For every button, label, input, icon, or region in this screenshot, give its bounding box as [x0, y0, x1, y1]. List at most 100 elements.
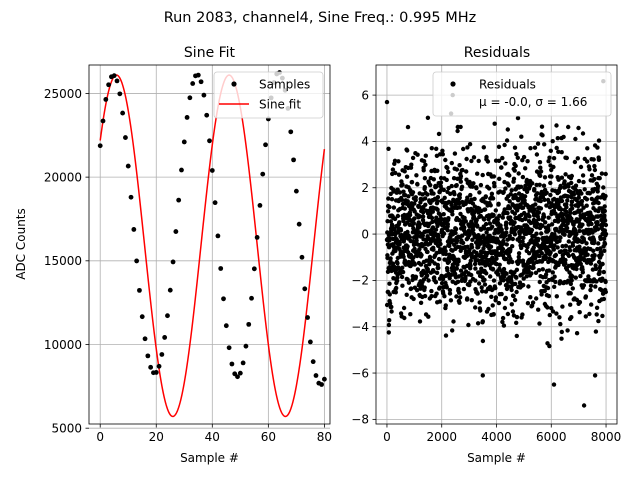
sine-fit-plot-area — [97, 70, 327, 418]
residual-point — [440, 152, 445, 157]
residual-point — [579, 199, 585, 204]
residual-point — [491, 312, 496, 317]
residual-point — [395, 261, 400, 266]
sample-point — [249, 295, 254, 301]
residual-point — [504, 220, 509, 225]
residual-point — [415, 182, 420, 187]
residual-point — [503, 186, 508, 191]
residual-point — [481, 145, 486, 150]
residual-point — [490, 266, 496, 272]
residual-point — [558, 183, 563, 189]
residual-point — [422, 293, 428, 299]
sample-point — [288, 129, 294, 135]
residuals-axes-frame — [375, 64, 618, 425]
residual-point — [579, 191, 584, 196]
residual-point — [464, 177, 469, 182]
residual-point — [580, 173, 586, 178]
residual-point — [411, 226, 416, 231]
residual-point — [434, 291, 439, 296]
residual-point — [537, 253, 542, 259]
residual-point — [431, 269, 436, 274]
residual-point — [445, 222, 450, 227]
residual-point — [493, 295, 499, 300]
residuals-xtick-label: 4000 — [481, 430, 512, 444]
residual-point — [406, 280, 412, 285]
residual-point — [405, 124, 411, 130]
residual-point — [467, 142, 473, 147]
sample-point — [117, 91, 123, 97]
sample-point — [237, 370, 243, 376]
residual-point — [501, 278, 506, 283]
residual-point — [445, 228, 450, 233]
residuals-ytick-label: −2 — [351, 274, 369, 288]
residual-point — [596, 259, 602, 265]
residual-point — [585, 146, 590, 151]
residual-point — [450, 238, 456, 243]
residual-point — [599, 252, 604, 257]
residual-point — [500, 319, 505, 325]
residual-point — [444, 285, 449, 290]
sample-point — [148, 364, 154, 370]
sample-point — [221, 296, 226, 302]
sample-point — [181, 139, 187, 145]
residual-point — [483, 194, 488, 199]
residual-point — [437, 238, 442, 243]
residual-point — [385, 209, 391, 214]
residual-point — [537, 182, 542, 187]
sample-point — [179, 167, 184, 173]
residual-point — [389, 304, 394, 310]
residual-point — [438, 175, 444, 181]
residual-point — [412, 209, 417, 214]
residual-point — [546, 223, 551, 228]
residual-point — [418, 262, 424, 267]
residual-point — [530, 181, 535, 186]
residual-point — [535, 141, 541, 146]
residual-point — [461, 146, 466, 152]
residual-point — [490, 196, 496, 201]
residual-point — [528, 146, 533, 151]
residual-point — [546, 228, 551, 233]
residual-point — [449, 208, 455, 214]
residual-point — [578, 273, 583, 279]
residual-point — [595, 145, 600, 150]
residual-point — [457, 192, 463, 197]
residual-point — [556, 149, 561, 154]
residual-point — [396, 172, 402, 177]
residual-point — [448, 298, 454, 303]
residual-point — [449, 160, 454, 166]
residual-point — [502, 207, 507, 212]
residual-point — [568, 281, 573, 287]
residual-point — [550, 270, 555, 275]
residual-point — [446, 169, 451, 175]
residual-point — [510, 309, 516, 314]
residual-point — [427, 254, 433, 260]
residual-point — [538, 206, 544, 211]
residual-point — [390, 261, 396, 266]
residual-point — [455, 279, 461, 284]
residual-point — [458, 174, 464, 179]
residual-point — [588, 283, 594, 288]
residual-point — [531, 245, 536, 250]
residual-point — [433, 280, 439, 285]
residual-point — [574, 231, 579, 237]
residual-point — [546, 159, 551, 164]
residual-point — [525, 301, 531, 306]
sample-point — [142, 336, 148, 342]
residual-point — [596, 318, 601, 324]
residual-point — [417, 247, 422, 252]
residual-point — [541, 183, 547, 188]
sine-fit-axes-frame — [88, 64, 331, 425]
residual-point — [557, 315, 562, 320]
residual-point — [566, 184, 571, 189]
residual-point — [458, 268, 464, 273]
residual-point — [519, 245, 524, 251]
residual-point — [548, 148, 553, 153]
sample-point — [167, 287, 173, 293]
residual-point — [436, 232, 441, 238]
residual-point — [459, 184, 465, 189]
residual-point — [454, 238, 460, 243]
residual-point — [569, 202, 574, 208]
residual-point — [434, 146, 439, 151]
residual-point — [438, 180, 444, 185]
residuals-xtick-label: 2000 — [426, 430, 457, 444]
